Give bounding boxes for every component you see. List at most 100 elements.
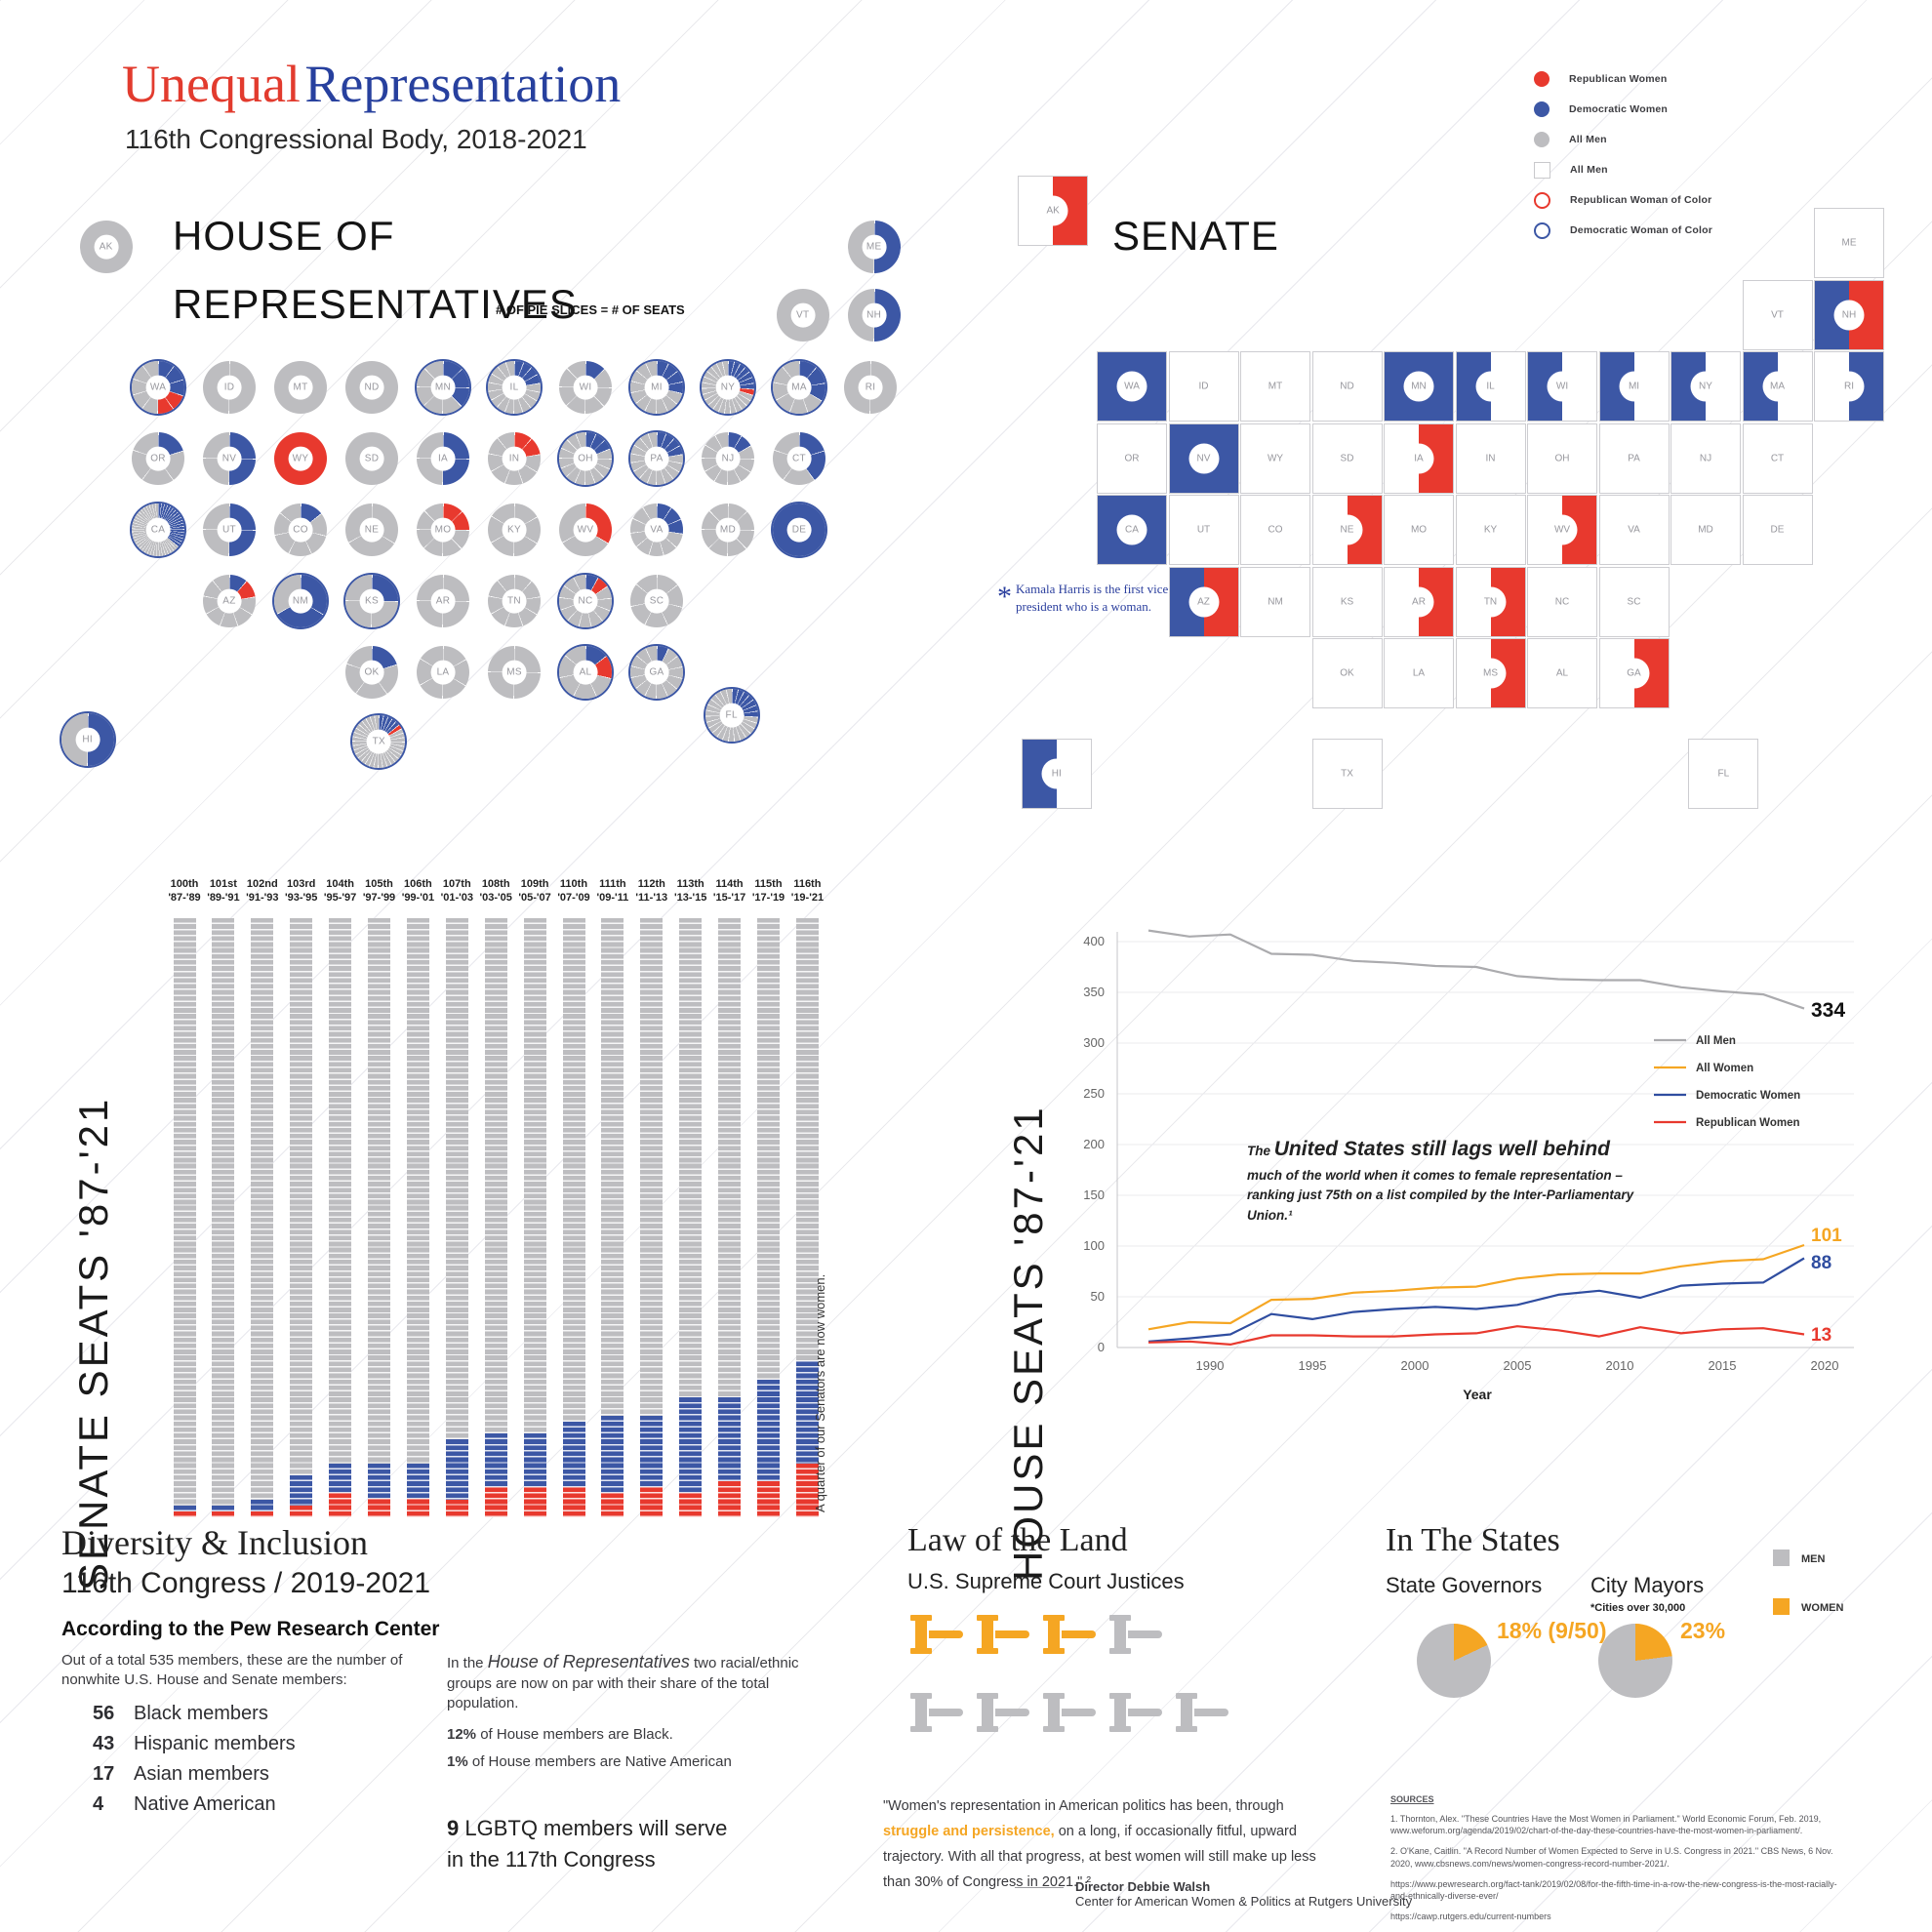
- senate-kamala-note-text: Kamala Harris is the first vice presiden…: [1016, 582, 1169, 614]
- legend-item: Democratic Women: [1534, 101, 1668, 118]
- senate-square-CT: CT: [1742, 423, 1813, 494]
- senate-bar-112th: [640, 918, 664, 1517]
- pie-center-hole: AR: [430, 588, 456, 614]
- senate-square-LA: LA: [1384, 638, 1454, 708]
- house-pie-ND: ND: [345, 361, 398, 414]
- congress-label: 104th '95-'97: [323, 878, 357, 904]
- house-pie-CA: CA: [132, 503, 184, 556]
- source-item: 1. Thornton, Alex. "These Countries Have…: [1390, 1814, 1822, 1836]
- state-abbr-label: TX: [372, 736, 385, 747]
- house-pie-CO: CO: [274, 503, 327, 556]
- gavel-icon-man: [1107, 1615, 1162, 1654]
- state-abbr-label: UT: [222, 524, 236, 536]
- state-abbr-label: KS: [365, 595, 379, 607]
- svg-text:2010: 2010: [1606, 1358, 1634, 1373]
- senate-square-SD: SD: [1311, 423, 1383, 494]
- pie-center-hole: KS: [359, 588, 384, 614]
- gcap1: [1043, 1615, 1065, 1621]
- house-pie-WY: WY: [274, 432, 327, 485]
- gcap1: [977, 1615, 998, 1621]
- state-abbr-label: KY: [1475, 514, 1506, 545]
- ghead: [982, 1617, 993, 1652]
- pie-center-hole: ID: [217, 375, 242, 400]
- mayors-pct-label: 23%: [1680, 1618, 1726, 1643]
- pie-center-hole: HI: [75, 727, 101, 752]
- state-abbr-label: AR: [1403, 586, 1434, 617]
- seat-stripes: [406, 918, 429, 1517]
- house-pie-PA: PA: [630, 432, 683, 485]
- congress-label: 113th '13-'15: [674, 878, 707, 904]
- senate-bar-114th: [718, 918, 742, 1517]
- state-abbr-label: CT: [792, 453, 806, 464]
- pie-center-hole: VT: [790, 302, 816, 328]
- svg-text:50: 50: [1091, 1289, 1105, 1304]
- congress-label: 103rd '93-'95: [285, 878, 318, 904]
- gray-swatch-icon: [1534, 132, 1550, 147]
- diversity-list-item: 56 Black members: [93, 1703, 268, 1724]
- pie-center-hole: DE: [786, 517, 812, 543]
- gcap1: [1109, 1615, 1131, 1621]
- pie-center-hole: OH: [573, 446, 598, 471]
- congress-label: 101st '89-'91: [207, 878, 240, 904]
- svg-text:400: 400: [1083, 934, 1105, 948]
- pie-center-hole: NH: [862, 302, 887, 328]
- state-abbr-label: CA: [1116, 514, 1147, 545]
- state-abbr-label: OR: [1116, 443, 1147, 473]
- intro-post: two racial/ethnic groups are now on par …: [447, 1655, 799, 1711]
- house-pie-AR: AR: [417, 575, 469, 627]
- svg-text:150: 150: [1083, 1187, 1105, 1202]
- house-pie-ME: ME: [847, 221, 901, 274]
- pie-center-hole: MA: [786, 375, 812, 400]
- women-swatch: [1773, 1598, 1790, 1616]
- state-abbr-label: TN: [1475, 586, 1506, 617]
- state-abbr-label: LA: [436, 666, 450, 678]
- senate-bar-104th: [329, 918, 352, 1517]
- pie-center-hole: CA: [145, 517, 171, 543]
- sources-block: SOURCES 1. Thornton, Alex. "These Countr…: [1390, 1793, 1849, 1931]
- quote-pre: "Women's representation in American poli…: [883, 1798, 1284, 1814]
- gcap1: [910, 1693, 932, 1699]
- congress-label: 116th '19-'21: [790, 878, 825, 904]
- house-pie-NV: NV: [203, 432, 256, 485]
- state-abbr-label: NC: [578, 595, 593, 607]
- senate-seats-side-note: A quarter of our Senators are now women.: [813, 1273, 827, 1512]
- senate-square-AL: AL: [1527, 638, 1597, 708]
- ghandle: [1128, 1709, 1162, 1716]
- house-pie-NH: NH: [847, 289, 901, 342]
- house-pie-OK: OK: [345, 646, 398, 699]
- senate-square-TN: TN: [1455, 566, 1526, 637]
- state-abbr-label: WA: [1116, 371, 1147, 402]
- pie-center-hole: ME: [862, 234, 887, 260]
- state-abbr-label: CO: [293, 524, 308, 536]
- senate-square-NE: NE: [1311, 495, 1383, 565]
- diversity-stat2: 1% of House members are Native American: [447, 1752, 732, 1772]
- source-item: https://www.pewresearch.org/fact-tank/20…: [1390, 1878, 1837, 1901]
- state-abbr-label: MI: [651, 382, 663, 393]
- state-abbr-label: NV: [1188, 443, 1219, 473]
- senate-square-MN: MN: [1384, 351, 1454, 422]
- gavel-icon-woman: [908, 1615, 963, 1654]
- state-abbr-label: NH: [1833, 300, 1865, 330]
- attr-name: Director Debbie Walsh: [1075, 1879, 1211, 1894]
- house-pie-WA: WA: [132, 361, 184, 414]
- ghandle: [995, 1630, 1029, 1638]
- state-abbr-label: WV: [1547, 514, 1578, 545]
- legend-item: Republican Woman of Color: [1534, 191, 1711, 209]
- legend-item: All Men: [1534, 161, 1608, 179]
- senate-square-SC: SC: [1598, 566, 1670, 637]
- state-abbr-label: HI: [82, 734, 93, 745]
- ring_dem-swatch-icon: [1534, 221, 1550, 239]
- senate-square-AZ: AZ: [1168, 566, 1239, 637]
- gcap1: [977, 1693, 998, 1699]
- senate-bar-105th: [368, 918, 390, 1517]
- senate-square-MS: MS: [1455, 638, 1526, 708]
- house-pie-ID: ID: [203, 361, 256, 414]
- diversity-list-item: 17 Asian members: [93, 1763, 269, 1785]
- state-abbr-label: NC: [1547, 586, 1578, 617]
- legend-item: Republican Women: [1534, 70, 1667, 88]
- diversity-stat1: 12% of House members are Black.: [447, 1725, 673, 1745]
- senate-square-PA: PA: [1598, 423, 1670, 494]
- state-abbr-label: DE: [791, 524, 807, 536]
- gcap1: [1109, 1693, 1131, 1699]
- congress-label: 109th '05-'07: [518, 878, 551, 904]
